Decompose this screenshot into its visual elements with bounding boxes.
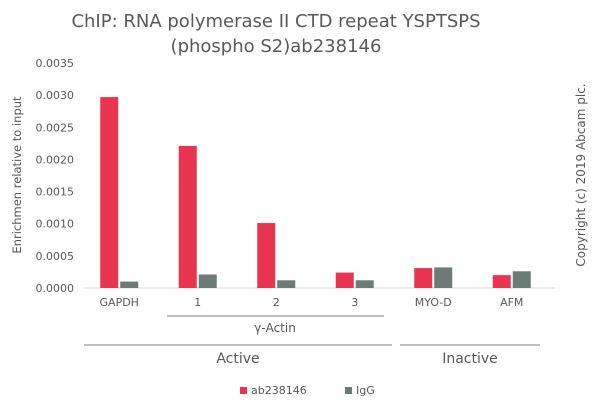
bar-igg-2: [277, 280, 296, 288]
y-tick-label: 0.0015: [36, 186, 75, 199]
legend-label-igg: IgG: [356, 384, 375, 397]
bar-ab238146-afm: [492, 275, 511, 288]
chart-title-line-1: ChIP: RNA polymerase II CTD repeat YSPTS…: [71, 11, 480, 32]
y-tick-label: 0.0005: [36, 250, 75, 263]
x-tick-label: AFM: [500, 296, 523, 309]
inactive-label: Inactive: [442, 351, 498, 367]
bar-igg-gapdh: [120, 281, 139, 288]
bar-ab238146-2: [257, 223, 276, 288]
y-axis-ticks: 0.0000 0.0005 0.0010 0.0015 0.0020 0.0025 0.00…: [36, 57, 75, 295]
legend-swatch-ab238146: [240, 387, 247, 394]
x-tick-label: 2: [273, 296, 280, 309]
x-tick-label: GAPDH: [100, 296, 139, 309]
y-tick-label: 0.0020: [36, 153, 75, 166]
bar-igg-myo-d: [434, 267, 453, 288]
bar-ab238146-myo-d: [414, 268, 433, 288]
y-tick-label: 0.0025: [36, 121, 75, 134]
legend: ab238146 IgG: [240, 384, 375, 397]
legend-swatch-igg: [345, 387, 352, 394]
x-tick-label: MYO-D: [415, 296, 452, 309]
bars: [100, 97, 531, 288]
bar-ab238146-1: [178, 145, 197, 288]
y-tick-label: 0.0030: [36, 89, 75, 102]
copyright-text: Copyright (c) 2019 Abcam plc.: [574, 83, 588, 266]
x-axis-category-labels: GAPDH 1 2 3 MYO-D AFM: [100, 296, 524, 309]
x-tick-label: 1: [194, 296, 201, 309]
bar-igg-afm: [512, 271, 531, 288]
bar-igg-1: [198, 274, 217, 288]
gamma-actin-label: γ-Actin: [254, 321, 296, 335]
y-tick-label: 0.0035: [36, 57, 75, 70]
bar-ab238146-3: [335, 272, 354, 288]
active-label: Active: [216, 351, 259, 367]
chart-title: ChIP: RNA polymerase II CTD repeat YSPTS…: [71, 11, 480, 57]
legend-label-ab238146: ab238146: [251, 384, 307, 397]
chart-title-line-2: (phospho S2)ab238146: [171, 36, 382, 57]
bar-igg-3: [355, 280, 374, 288]
x-tick-label: 3: [351, 296, 358, 309]
y-axis-title: Enrichmen relative to input: [10, 96, 24, 254]
bar-ab238146-gapdh: [100, 97, 119, 288]
y-tick-label: 0.0000: [36, 282, 75, 295]
y-tick-label: 0.0010: [36, 218, 75, 231]
